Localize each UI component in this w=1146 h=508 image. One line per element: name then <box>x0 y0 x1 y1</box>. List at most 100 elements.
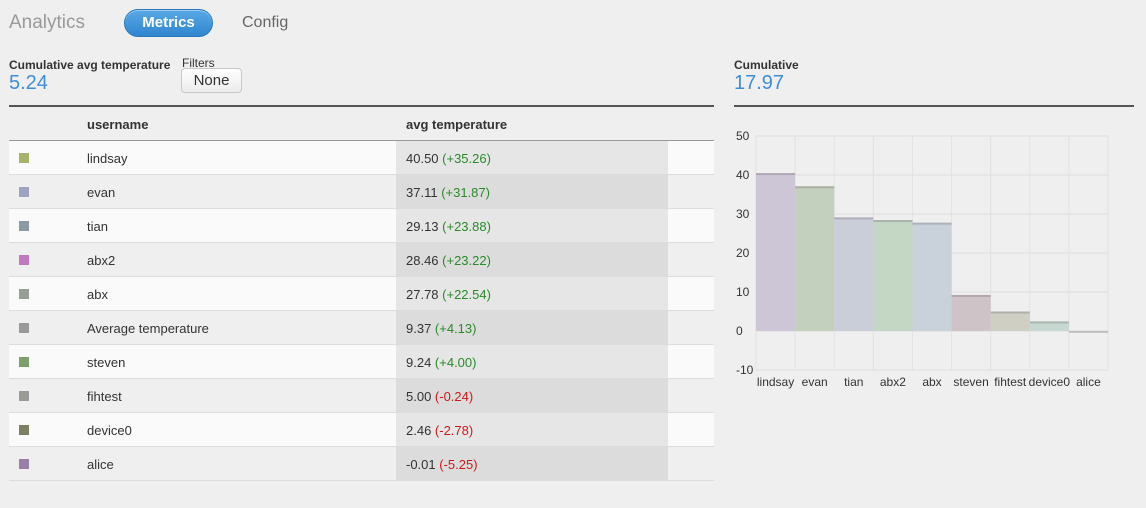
right-divider <box>734 105 1134 107</box>
bar <box>912 222 952 331</box>
table-header: username avg temperature <box>9 107 714 141</box>
y-tick-label: 10 <box>736 285 750 299</box>
x-tick-label: device0 <box>1029 375 1071 389</box>
delta-text: (+4.00) <box>434 355 477 370</box>
username-cell: abx <box>87 287 108 302</box>
x-tick-label: evan <box>802 375 828 389</box>
delta-text: (+22.54) <box>442 287 491 302</box>
bar-top-edge <box>795 186 835 189</box>
delta-text: (+31.87) <box>441 185 490 200</box>
series-color-swatch <box>19 357 29 367</box>
bar-top-edge <box>951 294 991 297</box>
bar <box>1068 331 1108 332</box>
bar-top-edge <box>756 173 796 176</box>
avg-temperature-cell: -0.01 (-5.25) <box>406 457 478 472</box>
series-color-swatch <box>19 221 29 231</box>
avg-temperature-cell: 37.11 (+31.87) <box>406 185 490 200</box>
delta-text: (+23.88) <box>442 219 491 234</box>
username-cell: tian <box>87 219 108 234</box>
tab-config[interactable]: Config <box>242 14 289 31</box>
username-cell: steven <box>87 355 126 370</box>
header-avg-temperature[interactable]: avg temperature <box>406 117 508 132</box>
x-tick-label: lindsay <box>757 375 794 389</box>
cumulative-right-label: Cumulative <box>734 58 799 72</box>
value-text: 37.11 <box>406 185 442 200</box>
y-tick-label: 50 <box>736 129 750 143</box>
table-row[interactable]: evan 37.11 (+31.87) <box>9 175 714 209</box>
y-tick-label: -10 <box>736 363 754 377</box>
x-tick-label: abx <box>922 375 941 389</box>
filters-button[interactable]: None <box>181 68 242 93</box>
delta-text: (+35.26) <box>442 151 491 166</box>
app-title: Analytics <box>9 12 86 33</box>
filters-label: Filters <box>182 56 215 70</box>
value-text: 28.46 <box>406 253 443 268</box>
delta-text: (-5.25) <box>439 457 478 472</box>
value-column-shade <box>396 345 668 378</box>
table-body: lindsay 40.50 (+35.26) evan 37.11 (+31.87) t… <box>9 141 714 481</box>
value-column-shade <box>396 311 668 344</box>
table-row[interactable]: device0 2.46 (-2.78) <box>9 413 714 447</box>
value-text: 40.50 <box>406 151 443 166</box>
bar-top-edge <box>912 222 952 225</box>
table-row[interactable]: abx 27.78 (+22.54) <box>9 277 714 311</box>
table-row[interactable]: alice -0.01 (-5.25) <box>9 447 714 481</box>
left-divider <box>9 105 714 107</box>
bar-top-edge <box>1068 331 1108 333</box>
series-color-swatch <box>19 391 29 401</box>
x-tick-label: alice <box>1076 375 1101 389</box>
username-cell: evan <box>87 185 116 200</box>
value-text: 5.00 <box>406 389 435 404</box>
table-row[interactable]: fihtest 5.00 (-0.24) <box>9 379 714 413</box>
table-row[interactable]: steven 9.24 (+4.00) <box>9 345 714 379</box>
series-color-swatch <box>19 459 29 469</box>
table-row[interactable]: Average temperature 9.37 (+4.13) <box>9 311 714 345</box>
bar-top-edge <box>1029 321 1069 324</box>
bar <box>756 173 796 331</box>
series-color-swatch <box>19 425 29 435</box>
value-text: 2.46 <box>406 423 435 438</box>
username-cell: abx2 <box>87 253 116 268</box>
username-cell: Average temperature <box>87 321 209 336</box>
table-row[interactable]: tian 29.13 (+23.88) <box>9 209 714 243</box>
value-text: -0.01 <box>406 457 440 472</box>
value-text: 9.37 <box>406 321 435 336</box>
table-row[interactable]: lindsay 40.50 (+35.26) <box>9 141 714 175</box>
avg-temperature-cell: 9.24 (+4.00) <box>406 355 476 370</box>
cumulative-label: Cumulative avg temperature <box>9 58 171 72</box>
table-row[interactable]: abx2 28.46 (+23.22) <box>9 243 714 277</box>
delta-text: (+23.22) <box>442 253 491 268</box>
delta-text: (+4.13) <box>434 321 477 336</box>
series-color-swatch <box>19 323 29 333</box>
cumulative-right-value: 17.97 <box>734 72 785 94</box>
avg-temperature-cell: 29.13 (+23.88) <box>406 219 491 234</box>
y-tick-label: 40 <box>736 168 750 182</box>
x-tick-label: fihtest <box>994 375 1027 389</box>
avg-temperature-cell: 28.46 (+23.22) <box>406 253 491 268</box>
avg-temperature-cell: 40.50 (+35.26) <box>406 151 491 166</box>
bar <box>951 294 991 331</box>
bar-top-edge <box>834 217 874 220</box>
header-username[interactable]: username <box>87 117 149 132</box>
value-column-shade <box>396 277 668 310</box>
bar <box>873 220 913 331</box>
value-column-shade <box>396 141 668 174</box>
avg-temperature-cell: 9.37 (+4.13) <box>406 321 476 336</box>
x-tick-label: abx2 <box>880 375 906 389</box>
bar <box>1029 321 1069 331</box>
username-cell: fihtest <box>87 389 122 404</box>
value-text: 29.13 <box>406 219 443 234</box>
cumulative-value: 5.24 <box>9 72 48 94</box>
tab-metrics[interactable]: Metrics <box>124 9 213 37</box>
value-column-shade <box>396 413 668 446</box>
delta-text: (-2.78) <box>434 423 474 438</box>
value-text: 27.78 <box>406 287 443 302</box>
bar-top-edge <box>990 311 1030 314</box>
y-tick-label: 30 <box>736 207 750 221</box>
avg-temperature-cell: 27.78 (+22.54) <box>406 287 491 302</box>
metrics-table: username avg temperature lindsay 40.50 (+… <box>9 107 714 481</box>
series-color-swatch <box>19 289 29 299</box>
value-column-shade <box>396 447 668 480</box>
x-tick-label: steven <box>953 375 988 389</box>
